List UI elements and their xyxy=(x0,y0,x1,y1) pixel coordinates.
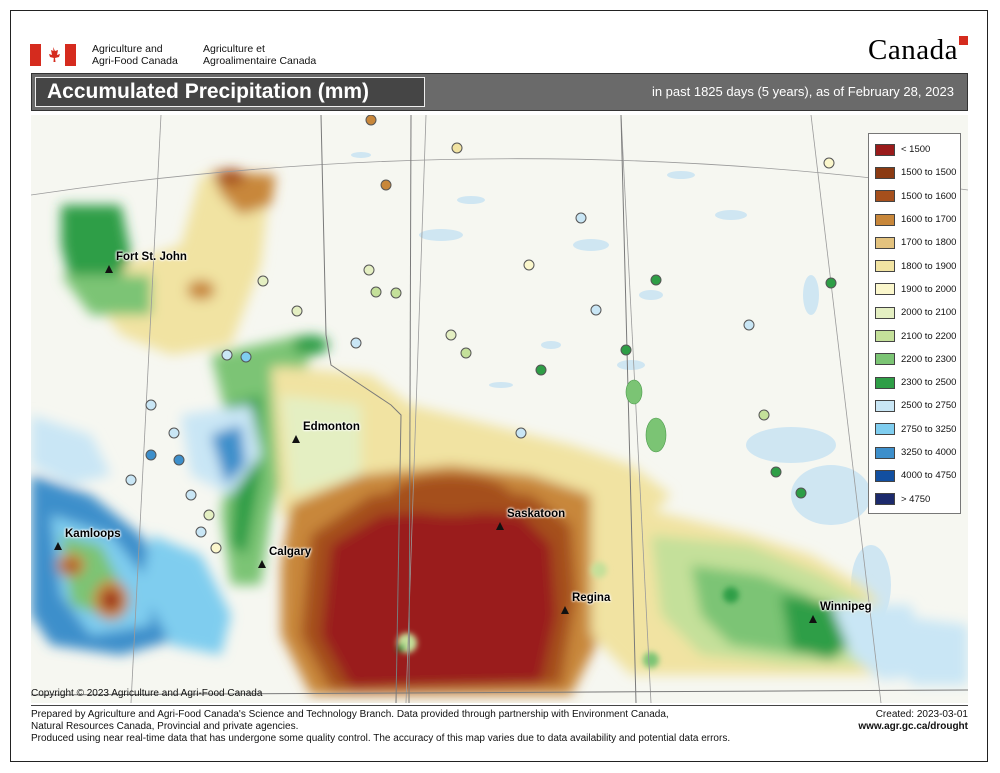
legend-swatch xyxy=(875,493,895,506)
precipitation-map[interactable]: Fort St. John Edmonton Saskatoon Kamloop… xyxy=(31,115,968,703)
legend-item: 2200 to 2300 xyxy=(869,348,960,371)
agency-name-fr: Agriculture et Agroalimentaire Canada xyxy=(203,43,317,67)
legend-swatch xyxy=(875,330,895,343)
legend-swatch xyxy=(875,143,895,156)
legend-label: 2300 to 2500 xyxy=(901,377,957,389)
legend-label: 3250 to 4000 xyxy=(901,447,957,458)
legend-label: 1500 to 1500 xyxy=(901,167,957,179)
legend-swatch xyxy=(875,283,895,296)
legend-item: 1700 to 1800 xyxy=(869,231,960,254)
legend-item: > 4750 xyxy=(869,487,960,510)
legend-label: 2100 to 2200 xyxy=(901,330,957,342)
legend-swatch xyxy=(875,190,895,203)
copyright-text: Copyright © 2023 Agriculture and Agri-Fo… xyxy=(31,688,263,699)
map-legend: < 1500 1500 to 1500 1500 to 1600 1600 to 17… xyxy=(868,133,961,514)
city-marker-winnipeg xyxy=(809,615,817,623)
city-label-kamloops[interactable]: Kamloops xyxy=(65,528,121,540)
city-label-regina[interactable]: Regina xyxy=(572,592,611,604)
map-canvas xyxy=(31,115,968,703)
legend-label: 2750 to 3250 xyxy=(901,423,957,435)
wordmark-flag-icon xyxy=(959,36,968,45)
footer-line-3: Produced using near real-time data that … xyxy=(31,733,731,744)
canada-wordmark: Canada xyxy=(868,34,968,67)
precip-field xyxy=(31,169,968,695)
city-marker-fort-st-john xyxy=(105,265,113,273)
legend-item: 2100 to 2200 xyxy=(869,324,960,347)
canada-flag-icon xyxy=(30,44,76,66)
map-subtitle: in past 1825 days (5 years), as of Febru… xyxy=(651,84,954,99)
footer-meta: Created: 2023-03-01 www.agr.gc.ca/drough… xyxy=(858,709,968,733)
precip-hotspots xyxy=(397,562,739,668)
legend-label: 1800 to 1900 xyxy=(901,260,957,272)
legend-label: 4000 to 4750 xyxy=(901,470,957,482)
city-marker-saskatoon xyxy=(496,522,504,530)
legend-swatch xyxy=(875,423,895,436)
legend-label: 1500 to 1600 xyxy=(901,190,957,202)
footer-divider xyxy=(31,705,968,706)
title-bar: Accumulated Precipitation (mm) in past 1… xyxy=(31,73,968,111)
legend-label: > 4750 xyxy=(901,493,931,505)
legend-swatch xyxy=(875,306,895,319)
legend-swatch xyxy=(875,236,895,249)
legend-label: 1600 to 1700 xyxy=(901,214,957,226)
legend-label: < 1500 xyxy=(901,144,931,156)
footer-line-1: Prepared by Agriculture and Agri-Food Ca… xyxy=(31,709,669,720)
provincial-borders xyxy=(31,115,968,703)
map-frame xyxy=(10,10,988,762)
legend-label: 2200 to 2300 xyxy=(901,353,957,365)
city-marker-edmonton xyxy=(292,435,300,443)
legend-label: 1700 to 1800 xyxy=(901,237,957,249)
created-date: Created: 2023-03-01 xyxy=(875,709,968,720)
legend-swatch xyxy=(875,353,895,366)
map-title: Accumulated Precipitation (mm) xyxy=(35,77,425,107)
legend-swatch xyxy=(875,399,895,412)
legend-item: 2750 to 3250 xyxy=(869,418,960,441)
legend-item: 1800 to 1900 xyxy=(869,254,960,277)
city-marker-kamloops xyxy=(54,542,62,550)
legend-item: 3250 to 4000 xyxy=(869,441,960,464)
city-label-fort-st-john[interactable]: Fort St. John xyxy=(116,251,187,263)
agency-name-en: Agriculture and Agri-Food Canada xyxy=(92,43,178,67)
city-label-winnipeg[interactable]: Winnipeg xyxy=(820,601,872,613)
legend-swatch xyxy=(875,376,895,389)
city-label-edmonton[interactable]: Edmonton xyxy=(303,421,360,433)
legend-swatch xyxy=(875,166,895,179)
legend-item: 1500 to 1500 xyxy=(869,161,960,184)
legend-item: 1500 to 1600 xyxy=(869,185,960,208)
website-link[interactable]: www.agr.gc.ca/drought xyxy=(858,721,968,732)
green-lakes xyxy=(625,379,667,453)
legend-item: 2500 to 2750 xyxy=(869,394,960,417)
legend-item: 2000 to 2100 xyxy=(869,301,960,324)
footer-notes: Prepared by Agriculture and Agri-Food Ca… xyxy=(31,709,791,745)
legend-item: 2300 to 2500 xyxy=(869,371,960,394)
station-markers xyxy=(125,115,837,554)
legend-item: 4000 to 4750 xyxy=(869,464,960,487)
legend-item: 1600 to 1700 xyxy=(869,208,960,231)
legend-swatch xyxy=(875,446,895,459)
footer-line-2: Natural Resources Canada, Provincial and… xyxy=(31,721,299,732)
city-marker-regina xyxy=(561,606,569,614)
city-label-calgary[interactable]: Calgary xyxy=(269,546,312,558)
legend-swatch xyxy=(875,213,895,226)
legend-label: 2000 to 2100 xyxy=(901,307,957,319)
legend-item: < 1500 xyxy=(869,138,960,161)
legend-swatch xyxy=(875,260,895,273)
city-label-saskatoon[interactable]: Saskatoon xyxy=(507,508,566,520)
legend-label: 1900 to 2000 xyxy=(901,283,957,295)
legend-label: 2500 to 2750 xyxy=(901,400,957,412)
city-marker-calgary xyxy=(258,560,266,568)
legend-swatch xyxy=(875,469,895,482)
legend-item: 1900 to 2000 xyxy=(869,278,960,301)
